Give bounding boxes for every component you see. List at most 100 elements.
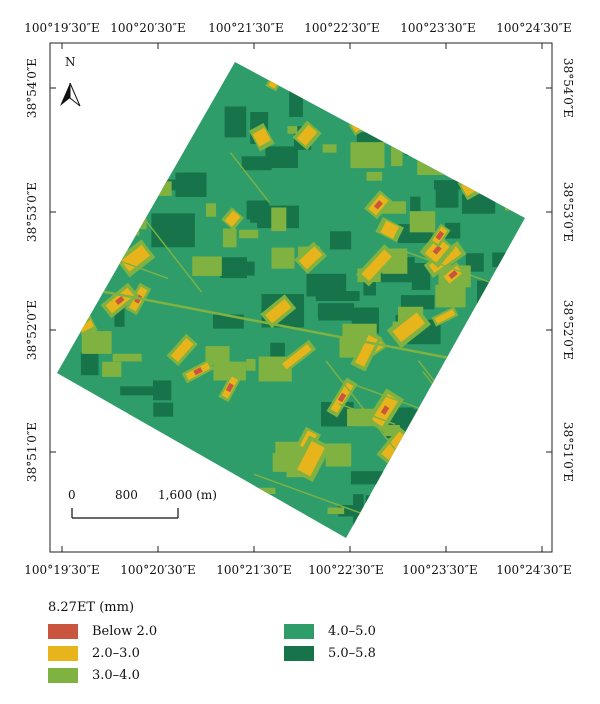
field-hotspot <box>435 230 445 241</box>
scale-label-zero: 0 <box>68 488 76 502</box>
field-hotspot <box>380 405 390 415</box>
right-lat-label: 38°54′0″E <box>561 57 575 119</box>
field-core <box>120 244 150 272</box>
left-lat-label: 38°51′0″E <box>25 421 39 483</box>
minor-road <box>397 248 504 288</box>
field-hotspot <box>373 200 383 210</box>
field-core <box>282 344 312 370</box>
high-et-patch <box>224 106 247 138</box>
top-lon-label: 100°21′30″E <box>208 21 284 35</box>
low-et-field <box>100 282 139 319</box>
high-et-patch <box>265 146 298 168</box>
low-et-field <box>294 241 327 275</box>
high-et-patch <box>151 213 195 248</box>
top-lon-label: 100°22′30″E <box>304 21 380 35</box>
low-et-field <box>290 435 332 483</box>
low-et-field <box>166 333 198 367</box>
field-core <box>296 124 318 146</box>
moderate-et-patch <box>192 256 222 276</box>
moderate-et-patch <box>409 211 436 233</box>
frame-ticks <box>50 43 552 552</box>
high-et-patch <box>445 222 461 239</box>
field-core <box>297 441 325 477</box>
moderate-et-patch <box>322 144 337 153</box>
moderate-et-patch <box>287 126 298 134</box>
low-et-field <box>248 123 275 152</box>
moderate-et-patch <box>102 361 122 377</box>
field-hotspot <box>448 270 458 280</box>
moderate-et-patch <box>81 331 112 354</box>
bottom-lon-label: 100°21′30″E <box>216 563 292 577</box>
legend-label: 4.0–5.0 <box>328 623 376 639</box>
moderate-et-patch <box>222 228 237 248</box>
legend-swatch <box>48 645 78 661</box>
right-lat-label: 38°52′0″E <box>561 299 575 361</box>
moderate-et-patch <box>271 207 287 232</box>
low-et-field <box>181 359 215 384</box>
legend-swatch <box>48 667 78 683</box>
low-et-field <box>221 207 245 231</box>
legend-label: 2.0–3.0 <box>92 645 140 661</box>
field-hotspot <box>432 245 442 255</box>
bottom-lon-label: 100°22′30″E <box>308 563 384 577</box>
legend-item-4-5: 4.0–5.0 <box>284 622 376 640</box>
low-et-field <box>218 373 242 403</box>
moderate-et-patch <box>391 141 403 167</box>
field-hotspot <box>193 367 203 376</box>
moderate-et-patch <box>349 331 371 338</box>
high-et-patch <box>411 263 431 290</box>
field-hotspot <box>337 392 347 403</box>
moderate-et-patch <box>246 358 256 371</box>
minor-road <box>229 152 270 203</box>
field-core <box>298 246 323 270</box>
scale-label-mid: 800 <box>115 488 138 502</box>
high-et-patch <box>153 380 172 401</box>
legend-item-5-5.8: 5.0–5.8 <box>284 644 376 662</box>
high-et-patch <box>461 194 496 214</box>
field-core <box>361 249 392 282</box>
high-et-patch <box>220 257 247 279</box>
high-et-patch <box>329 231 352 250</box>
moderate-et-patch <box>112 353 142 362</box>
low-et-field <box>429 223 451 248</box>
moderate-et-patch <box>205 203 217 217</box>
moderate-et-patch <box>213 361 246 381</box>
legend-item-3-4: 3.0–4.0 <box>48 666 140 684</box>
legend-swatch <box>284 645 314 661</box>
main-road <box>94 288 471 364</box>
field-hotspot <box>225 382 234 393</box>
left-lat-label: 38°53′0″E <box>25 181 39 243</box>
field-core <box>224 210 241 227</box>
high-et-patch <box>153 402 174 417</box>
left-lat-label: 38°54′0″E <box>25 57 39 119</box>
top-lon-label: 100°20′30″E <box>110 21 186 35</box>
high-et-patch <box>80 352 99 376</box>
moderate-et-patch <box>239 229 259 239</box>
high-et-patch <box>352 494 364 526</box>
moderate-et-patch <box>383 424 400 437</box>
legend-label: Below 2.0 <box>92 623 158 639</box>
north-arrow-icon <box>60 82 81 107</box>
high-et-patch <box>338 505 355 517</box>
moderate-et-patch <box>350 142 385 169</box>
field-core <box>434 309 456 324</box>
legend-label: 3.0–4.0 <box>92 667 140 683</box>
low-et-field <box>364 190 393 220</box>
low-et-field <box>375 217 404 243</box>
top-lon-label: 100°23′30″E <box>400 21 476 35</box>
low-et-field <box>115 239 156 278</box>
moderate-et-patch <box>205 346 230 365</box>
minor-road <box>338 403 396 425</box>
high-et-patch <box>175 172 207 197</box>
moderate-et-patch <box>325 443 352 467</box>
high-et-patch <box>410 196 421 212</box>
field-core <box>170 338 194 362</box>
high-et-patch <box>400 295 435 310</box>
high-et-patch <box>241 156 272 171</box>
high-et-patch <box>120 386 161 396</box>
low-et-field <box>431 306 459 327</box>
high-et-patch <box>383 407 414 419</box>
right-lat-label: 38°53′0″E <box>561 181 575 243</box>
bottom-lon-label: 100°20′30″E <box>120 563 196 577</box>
low-et-field <box>260 294 297 329</box>
